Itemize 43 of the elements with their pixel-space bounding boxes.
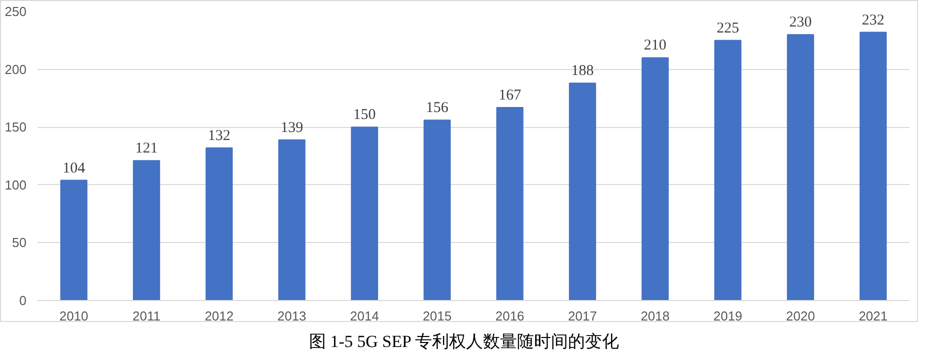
data-label: 210 xyxy=(644,38,666,54)
y-tick-label: 250 xyxy=(4,4,27,19)
data-label: 139 xyxy=(280,120,304,136)
x-tick-label: 2014 xyxy=(350,308,379,324)
data-label: 225 xyxy=(716,20,740,36)
y-tick-label: 100 xyxy=(4,177,27,192)
x-tick-label: 2019 xyxy=(713,308,742,324)
bar xyxy=(350,126,378,300)
data-label: 188 xyxy=(571,63,594,80)
bar xyxy=(278,139,306,300)
x-tick-label: 2013 xyxy=(277,308,306,324)
bar xyxy=(132,160,160,300)
data-label: 232 xyxy=(862,12,884,28)
data-label: 132 xyxy=(208,128,230,144)
data-label: 156 xyxy=(426,100,449,116)
y-tick-label: 200 xyxy=(4,62,27,77)
data-label: 104 xyxy=(62,160,86,176)
y-tick-label: 150 xyxy=(4,120,27,135)
x-tick-label: 2015 xyxy=(422,308,452,324)
bar xyxy=(424,120,451,300)
bar xyxy=(60,180,88,300)
bar xyxy=(206,147,233,300)
bar xyxy=(496,106,524,300)
bar xyxy=(786,34,814,300)
x-tick-label: 2016 xyxy=(495,308,524,324)
y-tick-label: 50 xyxy=(12,235,27,250)
bar xyxy=(642,57,669,300)
data-label: 230 xyxy=(789,14,812,31)
bar xyxy=(714,40,742,300)
x-tick-label: 2020 xyxy=(786,308,815,324)
y-tick-label: 0 xyxy=(19,293,27,308)
x-tick-label: 2017 xyxy=(568,308,597,324)
data-label: 167 xyxy=(498,87,522,104)
x-tick-label: 2018 xyxy=(640,308,670,324)
data-label: 150 xyxy=(353,107,376,124)
caption: 图 1-5 5G SEP 专利权人数量随时间的变化 xyxy=(308,331,620,353)
x-tick-label: 2021 xyxy=(858,308,888,324)
x-tick-label: 2010 xyxy=(59,308,88,324)
bar xyxy=(860,32,887,300)
x-tick-label: 2012 xyxy=(204,308,234,324)
x-tick-label: 2011 xyxy=(132,308,160,324)
data-label: 121 xyxy=(135,140,158,157)
bar xyxy=(568,82,596,300)
